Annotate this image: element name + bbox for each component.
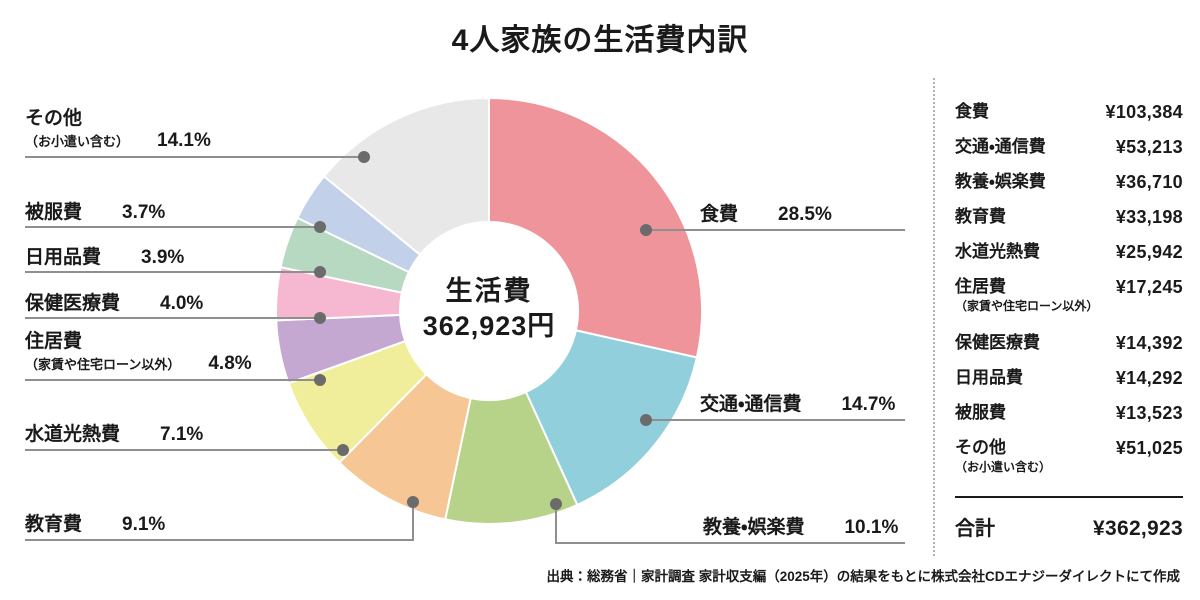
table-row: 被服費 ¥13,523 xyxy=(955,397,1183,432)
segment-label: 住居費 xyxy=(25,331,83,352)
total-value: ¥362,923 xyxy=(1093,517,1183,540)
segment-percent: 7.1% xyxy=(160,424,204,445)
expense-name: 教養・娯楽費 xyxy=(955,172,1046,191)
segment-percent: 9.1% xyxy=(122,514,166,535)
segment-percent: 14.1% xyxy=(157,130,211,151)
table-row: 保健医療費 ¥14,392 xyxy=(955,327,1183,362)
segment-label: 水道光熱費 xyxy=(25,424,121,445)
expense-amount: ¥13,523 xyxy=(1115,403,1183,423)
expense-sublabel: （お小遣い含む） xyxy=(955,460,1052,474)
total-label: 合計 xyxy=(955,518,995,540)
segment-percent: 4.0% xyxy=(160,293,204,314)
expense-name: 保健医療費 xyxy=(955,333,1040,352)
expense-name: 水道光熱費 xyxy=(955,242,1040,261)
table-divider xyxy=(955,496,1183,498)
table-row: 食費 ¥103,384 xyxy=(955,96,1183,131)
expense-name: 住居費 xyxy=(955,277,1006,296)
callout-food: 食費 28.5% xyxy=(700,204,832,226)
segment-label: 被服費 xyxy=(25,202,83,223)
callout-housing: 住居費 （家賃や住宅ローン以外） 4.8% xyxy=(25,331,252,375)
table-row-label: 日用品費 xyxy=(955,367,1023,389)
source-note: 出典：総務省｜家計調査 家計収支編（2025年）の結果をもとに株式会社CDエナジ… xyxy=(546,569,1180,584)
donut-segment-0 xyxy=(488,97,704,359)
callout-culture-entertainment: 教養・娯楽費 10.1% xyxy=(703,517,898,539)
callout-education: 教育費 9.1% xyxy=(25,514,165,536)
expense-amount: ¥103,384 xyxy=(1105,102,1183,122)
expense-sublabel: （家賃や住宅ローン以外） xyxy=(955,299,1099,313)
expense-table: 食費 ¥103,384 交通・通信費 ¥53,213 教養・娯楽費 ¥36,710 教育費 ¥… xyxy=(955,96,1183,541)
segment-label: 日用品費 xyxy=(25,247,102,268)
segment-percent: 14.7% xyxy=(841,394,896,415)
segment-label: 教育費 xyxy=(25,514,83,535)
callout-utilities: 水道光熱費 7.1% xyxy=(25,424,203,446)
donut-center-value: 362,923円 xyxy=(422,311,556,341)
expense-amount: ¥33,198 xyxy=(1115,207,1183,227)
expense-amount: ¥53,213 xyxy=(1115,137,1183,157)
table-row-label: 被服費 xyxy=(955,402,1006,424)
segment-label: その他 xyxy=(25,108,83,129)
segment-percent: 4.8% xyxy=(208,353,252,374)
callout-medical: 保健医療費 4.0% xyxy=(25,293,203,315)
expense-name: 教育費 xyxy=(955,207,1006,226)
table-row: 教育費 ¥33,198 xyxy=(955,201,1183,236)
table-row-label: その他 （お小遣い含む） xyxy=(955,437,1051,475)
table-row: 教養・娯楽費 ¥36,710 xyxy=(955,166,1183,201)
table-row-label: 保健医療費 xyxy=(955,332,1040,354)
segment-sublabel: （お小遣い含む） xyxy=(25,134,130,149)
segment-label: 食費 xyxy=(700,204,739,225)
donut-center-label: 生活費 xyxy=(445,276,533,306)
expense-name: 食費 xyxy=(955,102,989,121)
table-row-label: 教育費 xyxy=(955,206,1006,228)
expense-name: 被服費 xyxy=(955,403,1006,422)
page-title: 4人家族の生活費内訳 xyxy=(451,24,749,57)
total-row: 合計 ¥362,923 xyxy=(955,498,1183,541)
expense-amount: ¥14,292 xyxy=(1115,368,1183,388)
segment-percent: 3.7% xyxy=(122,202,166,223)
leader-line-group xyxy=(25,156,905,544)
table-row-label: 水道光熱費 xyxy=(955,241,1040,263)
expense-rows: 食費 ¥103,384 交通・通信費 ¥53,213 教養・娯楽費 ¥36,710 教育費 ¥… xyxy=(955,96,1183,488)
donut-segment-9 xyxy=(323,97,490,256)
expense-name: 交通・通信費 xyxy=(955,137,1046,156)
donut-segment-1 xyxy=(524,329,698,506)
segment-label: 保健医療費 xyxy=(25,293,121,314)
callout-transport-comm: 交通・通信費 14.7% xyxy=(700,394,895,416)
callout-clothing: 被服費 3.7% xyxy=(25,202,165,224)
table-row-label: 教養・娯楽費 xyxy=(955,171,1046,193)
table-row-label: 交通・通信費 xyxy=(955,136,1046,158)
segment-sublabel: （家賃や住宅ローン以外） xyxy=(25,357,181,372)
table-row: 水道光熱費 ¥25,942 xyxy=(955,236,1183,271)
expense-amount: ¥25,942 xyxy=(1115,242,1183,262)
leader-dot-group xyxy=(314,151,652,510)
segment-percent: 28.5% xyxy=(778,204,832,225)
expense-amount: ¥14,392 xyxy=(1115,333,1183,353)
segment-percent: 3.9% xyxy=(141,247,185,268)
donut-center: 生活費 362,923円 xyxy=(339,274,639,344)
segment-label: 交通・通信費 xyxy=(700,394,802,415)
table-row: その他 （お小遣い含む） ¥51,025 xyxy=(955,432,1183,488)
dotted-separator xyxy=(933,78,935,556)
expense-amount: ¥17,245 xyxy=(1115,277,1183,297)
table-row: 交通・通信費 ¥53,213 xyxy=(955,131,1183,166)
callout-daily-goods: 日用品費 3.9% xyxy=(25,247,184,269)
table-row: 住居費 （家賃や住宅ローン以外） ¥17,245 xyxy=(955,271,1183,327)
table-row-label: 住居費 （家賃や住宅ローン以外） xyxy=(955,276,1098,314)
expense-name: 日用品費 xyxy=(955,368,1023,387)
segment-label: 教養・娯楽費 xyxy=(703,517,805,538)
callout-other: その他 （お小遣い含む） 14.1% xyxy=(25,108,211,152)
expense-amount: ¥36,710 xyxy=(1115,172,1183,192)
table-row: 日用品費 ¥14,292 xyxy=(955,362,1183,397)
segment-percent: 10.1% xyxy=(844,517,899,538)
expense-name: その他 xyxy=(955,438,1006,457)
expense-amount: ¥51,025 xyxy=(1115,438,1183,458)
table-row-label: 食費 xyxy=(955,101,989,123)
